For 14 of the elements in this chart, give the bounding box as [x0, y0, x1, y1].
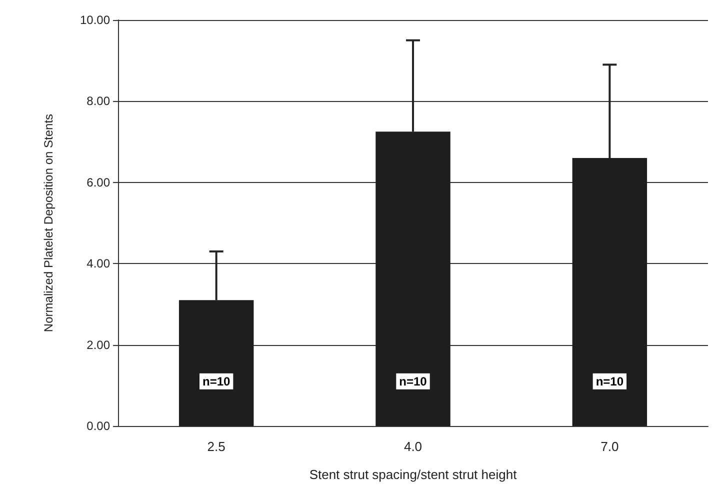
x-axis-title: Stent strut spacing/stent strut height: [309, 467, 518, 482]
y-tick-label: 8.00: [86, 94, 110, 108]
y-tick-label: 2.00: [86, 338, 110, 352]
annotation: n=10: [596, 374, 624, 388]
y-tick-label: 4.00: [86, 256, 110, 271]
y-axis-title: Normalized Platelet Deposition on Stents: [42, 114, 56, 332]
y-tick-label: 10.00: [80, 13, 110, 27]
annotation: n=10: [202, 374, 230, 388]
y-tick-label: 6.00: [86, 175, 110, 190]
x-tick-label: 4.0: [404, 439, 422, 454]
y-tick-label: 0.00: [86, 419, 110, 433]
x-tick-label: 2.5: [207, 439, 226, 454]
x-tick-label: 7.0: [600, 439, 619, 454]
annotation: n=10: [399, 374, 428, 388]
